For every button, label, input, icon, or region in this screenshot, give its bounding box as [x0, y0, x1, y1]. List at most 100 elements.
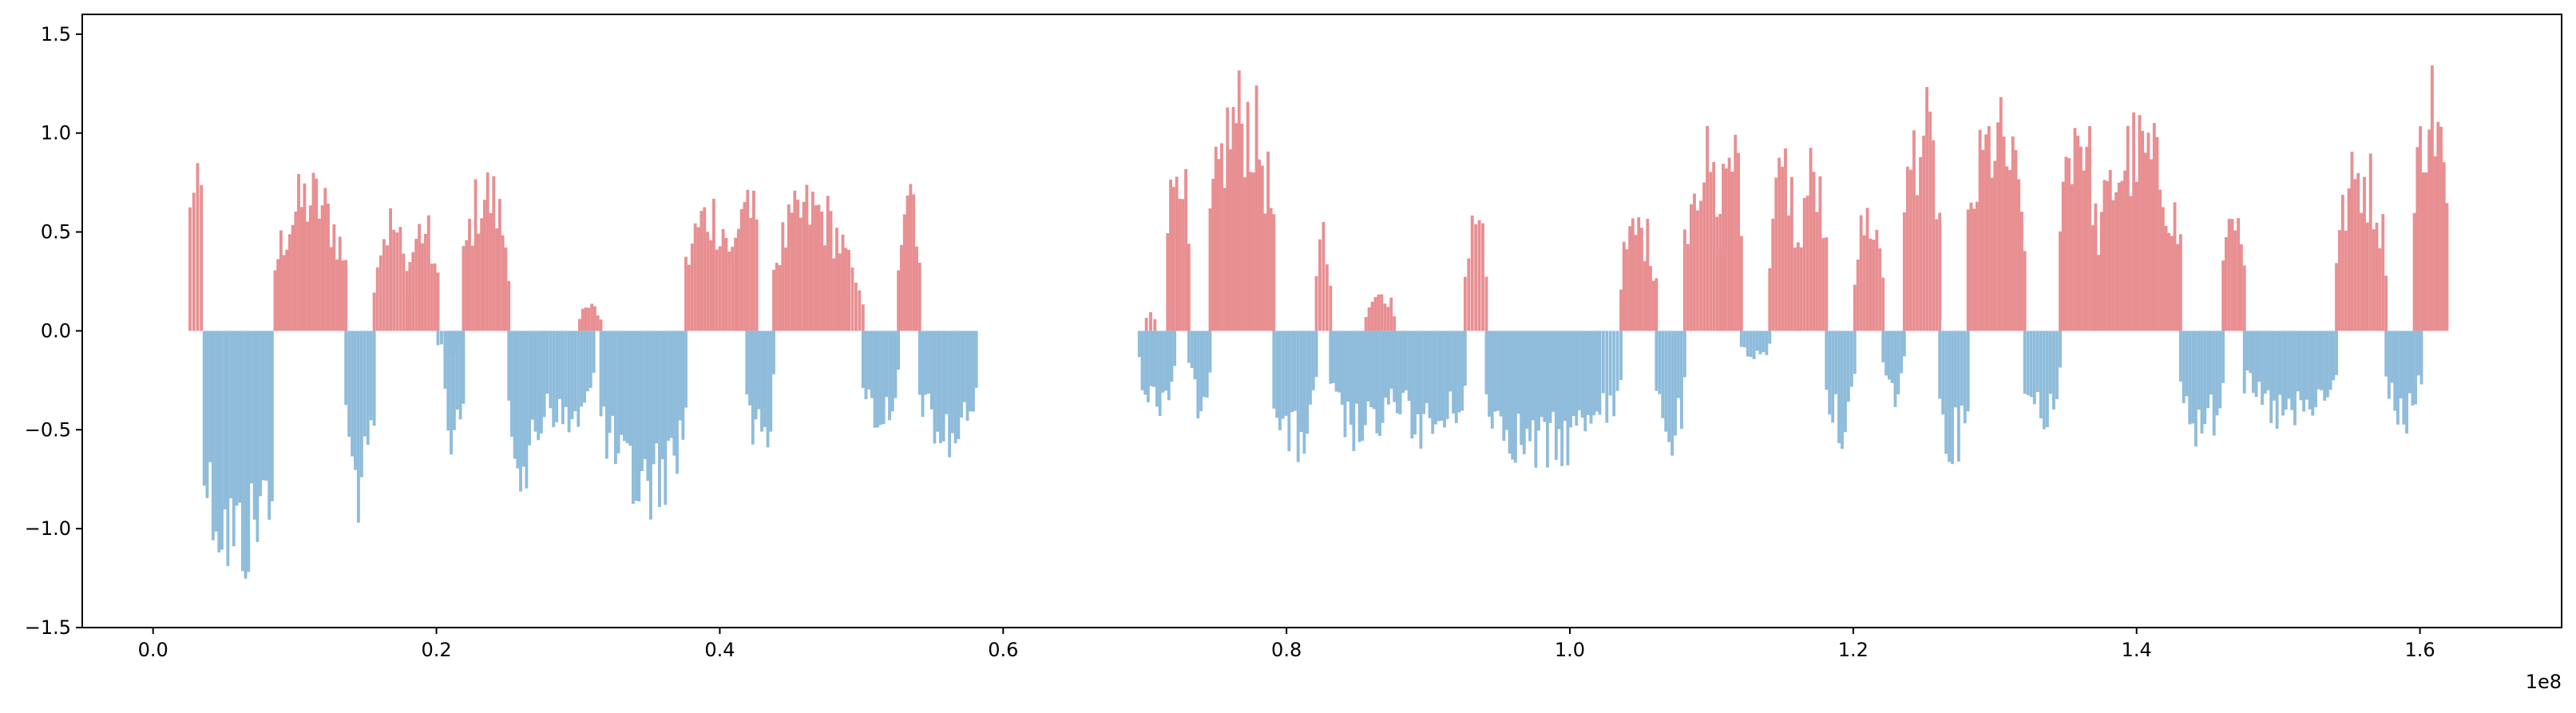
bar [1398, 331, 1402, 414]
bar [724, 238, 728, 331]
bar [1367, 307, 1371, 331]
bar [1144, 318, 1148, 331]
bar [1196, 331, 1200, 418]
bar [211, 331, 215, 541]
bar [1787, 215, 1790, 331]
bar [829, 211, 833, 331]
bar [1231, 107, 1235, 331]
bar [2402, 331, 2406, 425]
bar [1956, 331, 1960, 462]
bar [917, 331, 921, 395]
bar [2314, 331, 2317, 408]
bar [2067, 158, 2071, 331]
bar [1405, 331, 1408, 390]
bar [2411, 331, 2415, 406]
bar [2106, 180, 2110, 331]
bar [220, 331, 224, 550]
bar [244, 331, 248, 579]
bar [838, 253, 842, 331]
y-axis-ticks: 1.5 1.0 0.5 0.0 −0.5 −1.0 −1.5 [25, 23, 82, 639]
bar [2079, 146, 2083, 331]
bar [2290, 331, 2294, 410]
bar [2261, 331, 2264, 406]
bar [2059, 231, 2062, 331]
bar [1208, 331, 1212, 373]
bar [1762, 331, 1766, 353]
bar [718, 246, 722, 331]
bar [2311, 331, 2315, 416]
bar [810, 192, 814, 331]
bar [465, 240, 469, 331]
bar [2439, 126, 2443, 331]
bar [2344, 231, 2348, 331]
bar [1149, 331, 1153, 386]
bar [2230, 219, 2234, 331]
bar [1202, 331, 1206, 398]
bar [555, 331, 559, 422]
bar [426, 215, 430, 331]
bar [354, 331, 357, 470]
bar [743, 202, 747, 331]
bar [1878, 248, 1882, 331]
bar [2296, 331, 2300, 392]
bar [2209, 331, 2213, 395]
bar [2049, 331, 2052, 394]
bar [2360, 212, 2364, 331]
bar [2194, 331, 2198, 447]
bar [2123, 170, 2127, 331]
bar [870, 331, 874, 398]
bar [2320, 331, 2324, 390]
bar [1173, 331, 1177, 366]
bar [366, 331, 370, 446]
bar [2405, 331, 2408, 434]
bar [894, 331, 898, 398]
bar [2164, 226, 2168, 331]
bar [1739, 331, 1743, 347]
bar [684, 256, 688, 331]
bar [2433, 156, 2437, 331]
y-tick-label: −0.5 [25, 418, 71, 441]
bar [1137, 331, 1141, 358]
bar [1272, 214, 1276, 331]
bar [706, 232, 710, 331]
bar [1184, 168, 1187, 331]
x-axis-offset-label: 1e8 [2526, 671, 2562, 693]
bar [2026, 331, 2030, 396]
bar [558, 331, 561, 399]
bar [817, 204, 821, 331]
bar [861, 304, 865, 331]
bar [1828, 331, 1832, 415]
bar [681, 331, 685, 440]
bar [1334, 331, 1338, 392]
bar [375, 267, 379, 331]
bar [2176, 244, 2180, 331]
bar [480, 218, 484, 331]
bar [363, 331, 367, 437]
bar [1869, 238, 1873, 331]
bar [687, 264, 691, 331]
bar [1963, 331, 1967, 424]
bar [2347, 188, 2351, 331]
bar [577, 331, 581, 427]
bar [1749, 331, 1753, 358]
bar [344, 331, 348, 406]
bar [2102, 180, 2106, 331]
bar [507, 280, 511, 331]
bar [1872, 240, 1876, 331]
bar [1143, 331, 1147, 395]
bar [1928, 111, 1932, 331]
bar [470, 245, 474, 331]
bar [1563, 331, 1567, 422]
bar [1592, 331, 1596, 416]
bar [1167, 331, 1171, 401]
bar [1969, 202, 1973, 331]
bar [1187, 331, 1191, 363]
bar [2419, 331, 2423, 385]
bar [1175, 176, 1179, 331]
bar [1999, 97, 2003, 331]
bar [745, 331, 749, 395]
bar [1146, 331, 1150, 402]
bar [2167, 232, 2171, 331]
bar [616, 331, 620, 454]
bar [1718, 251, 1722, 331]
